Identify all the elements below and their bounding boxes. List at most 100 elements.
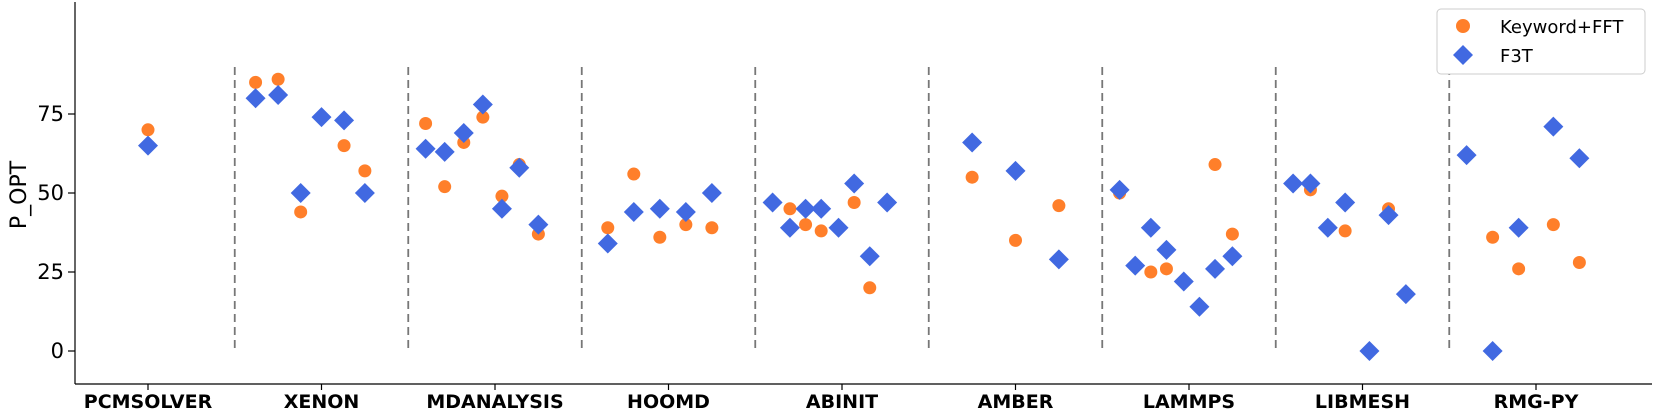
point-keyword-fft <box>1512 262 1526 276</box>
point-f3t <box>1456 145 1477 166</box>
data-points <box>138 72 1590 361</box>
point-keyword-fft <box>814 224 828 238</box>
point-keyword-fft <box>1052 199 1066 213</box>
point-keyword-fft <box>249 75 263 89</box>
point-f3t <box>1482 341 1503 361</box>
point-keyword-fft <box>1338 224 1352 238</box>
legend-box <box>1436 8 1646 75</box>
category-label: HOOMD <box>627 391 710 413</box>
legend-marker-keyword-fft <box>1456 19 1470 33</box>
point-keyword-fft <box>271 72 285 86</box>
point-f3t <box>1300 173 1321 194</box>
point-f3t <box>1222 246 1243 267</box>
point-f3t <box>811 198 832 219</box>
point-f3t <box>828 217 849 238</box>
point-keyword-fft <box>419 116 433 130</box>
point-f3t <box>354 183 375 203</box>
point-keyword-fft <box>653 230 667 244</box>
point-keyword-fft <box>601 221 615 235</box>
point-keyword-fft <box>1208 158 1222 172</box>
legend-label-keyword-fft: Keyword+FFT <box>1500 17 1624 38</box>
point-f3t <box>1335 192 1356 213</box>
point-f3t <box>859 246 880 267</box>
point-f3t <box>1156 239 1177 260</box>
point-keyword-fft <box>847 195 861 209</box>
legend-label-f3t: F3T <box>1500 46 1534 67</box>
category-label: PCMSOLVER <box>84 391 213 413</box>
point-f3t <box>701 183 722 203</box>
point-f3t <box>844 173 865 194</box>
point-f3t <box>1205 258 1226 279</box>
point-f3t <box>434 141 455 162</box>
y-tick-label: 0 <box>51 339 64 363</box>
category-label: MDANALYSIS <box>426 391 563 413</box>
point-keyword-fft <box>476 110 490 124</box>
point-f3t <box>311 107 332 128</box>
point-keyword-fft <box>294 205 308 219</box>
point-keyword-fft <box>337 139 351 153</box>
point-f3t <box>1317 217 1338 238</box>
point-keyword-fft <box>1546 218 1560 232</box>
point-f3t <box>1189 296 1210 317</box>
point-f3t <box>877 192 898 213</box>
y-tick-label: 75 <box>37 102 64 126</box>
point-f3t <box>675 201 696 222</box>
category-labels: PCMSOLVER XENON MDANALYSIS HOOMD ABINIT AMBER… <box>84 384 1579 413</box>
point-f3t <box>290 183 311 203</box>
point-f3t <box>1359 341 1380 361</box>
point-keyword-fft <box>1486 230 1500 244</box>
point-keyword-fft <box>627 167 641 181</box>
point-f3t <box>962 132 983 153</box>
legend: Keyword+FFT F3T <box>1436 8 1646 75</box>
category-separators <box>233 67 1451 351</box>
point-f3t <box>1140 217 1161 238</box>
point-f3t <box>623 201 644 222</box>
point-keyword-fft <box>358 164 372 178</box>
y-tick-label: 50 <box>37 181 64 205</box>
point-keyword-fft <box>799 218 813 232</box>
point-keyword-fft <box>495 189 509 203</box>
point-f3t <box>1048 249 1069 270</box>
point-f3t <box>1109 179 1130 200</box>
point-f3t <box>597 233 618 254</box>
category-label: RMG-PY <box>1494 391 1579 413</box>
point-f3t <box>1543 116 1564 137</box>
point-keyword-fft <box>679 218 693 232</box>
category-label: LIBMESH <box>1315 391 1410 413</box>
point-f3t <box>138 135 158 156</box>
point-keyword-fft <box>965 170 979 184</box>
point-f3t <box>1125 255 1146 276</box>
category-label: AMBER <box>978 391 1054 413</box>
point-keyword-fft <box>438 180 452 194</box>
point-keyword-fft <box>1144 265 1158 279</box>
point-f3t <box>795 198 816 219</box>
point-f3t <box>268 85 289 106</box>
point-f3t <box>509 157 530 178</box>
category-label: ABINIT <box>806 391 878 413</box>
point-f3t <box>491 198 512 219</box>
point-f3t <box>415 138 436 159</box>
point-keyword-fft <box>141 123 155 137</box>
point-f3t <box>453 122 474 143</box>
point-f3t <box>528 214 549 235</box>
point-f3t <box>1395 284 1416 305</box>
category-label: LAMMPS <box>1143 391 1235 413</box>
point-keyword-fft <box>705 221 719 235</box>
point-f3t <box>1173 271 1194 292</box>
point-keyword-fft <box>1572 256 1586 270</box>
point-f3t <box>649 198 670 219</box>
point-f3t <box>762 192 783 213</box>
point-f3t <box>779 217 800 238</box>
point-f3t <box>1569 148 1590 169</box>
point-keyword-fft <box>1009 233 1022 247</box>
point-f3t <box>1508 217 1529 238</box>
point-keyword-fft <box>1225 227 1239 241</box>
point-f3t <box>1283 173 1304 194</box>
point-f3t <box>1005 160 1026 181</box>
y-tick-label: 25 <box>37 260 64 284</box>
point-keyword-fft <box>783 202 797 216</box>
category-label: XENON <box>284 391 360 413</box>
point-f3t <box>334 110 355 131</box>
point-keyword-fft <box>1159 262 1173 276</box>
